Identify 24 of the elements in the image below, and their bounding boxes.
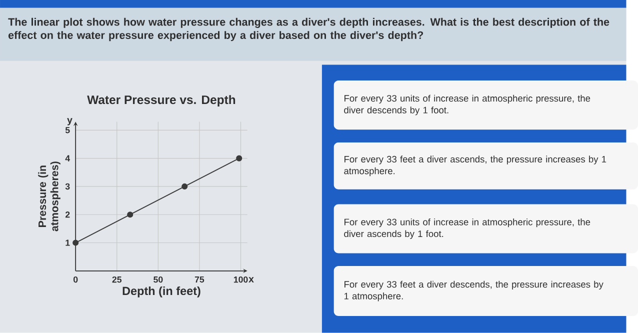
x-tick-label: 100 [234,276,248,283]
text: For every 33 feet a diver descends, the pressure increases by 1 atmosphere. [344,280,604,302]
x-tick-label: 0 [73,276,78,283]
x-axis-title: Depth (in feet) [122,286,200,298]
x-tick-label: 25 [112,276,122,283]
y-tick-label: 4 [65,155,70,162]
y-tick-label: 2 [65,212,70,218]
text: For every 33 feet a diver ascends, the pressure increases by 1 atmosphere. [344,156,606,176]
x-tick-label: 75 [194,276,204,283]
text: For every 33 units of increase in atmospheric pressure, the diver descends by 1 foot. [344,94,590,116]
text: x [248,277,254,282]
y-tick-label: 1 [66,240,70,246]
point [72,240,79,246]
text: The linear plot shows how water pressure changes as a diver's depth increases. What is the best description of the effect on the water pressure experienced by a diver based on the diver's depth? [8,18,610,42]
y-tick-label: 5 [65,127,70,134]
text: For every 33 units of increase in atmospheric pressure, the diver ascends by 1 foot. [344,218,590,240]
y-axis-title: Pressure (in atmospheres) [38,162,60,232]
x-tick-label: 50 [154,276,163,283]
chart-title: Water Pressure vs. Depth [87,95,236,107]
point [127,212,134,218]
point [182,184,188,190]
point [236,155,242,162]
text: y [67,118,72,126]
y-tick-label: 3 [65,183,70,190]
